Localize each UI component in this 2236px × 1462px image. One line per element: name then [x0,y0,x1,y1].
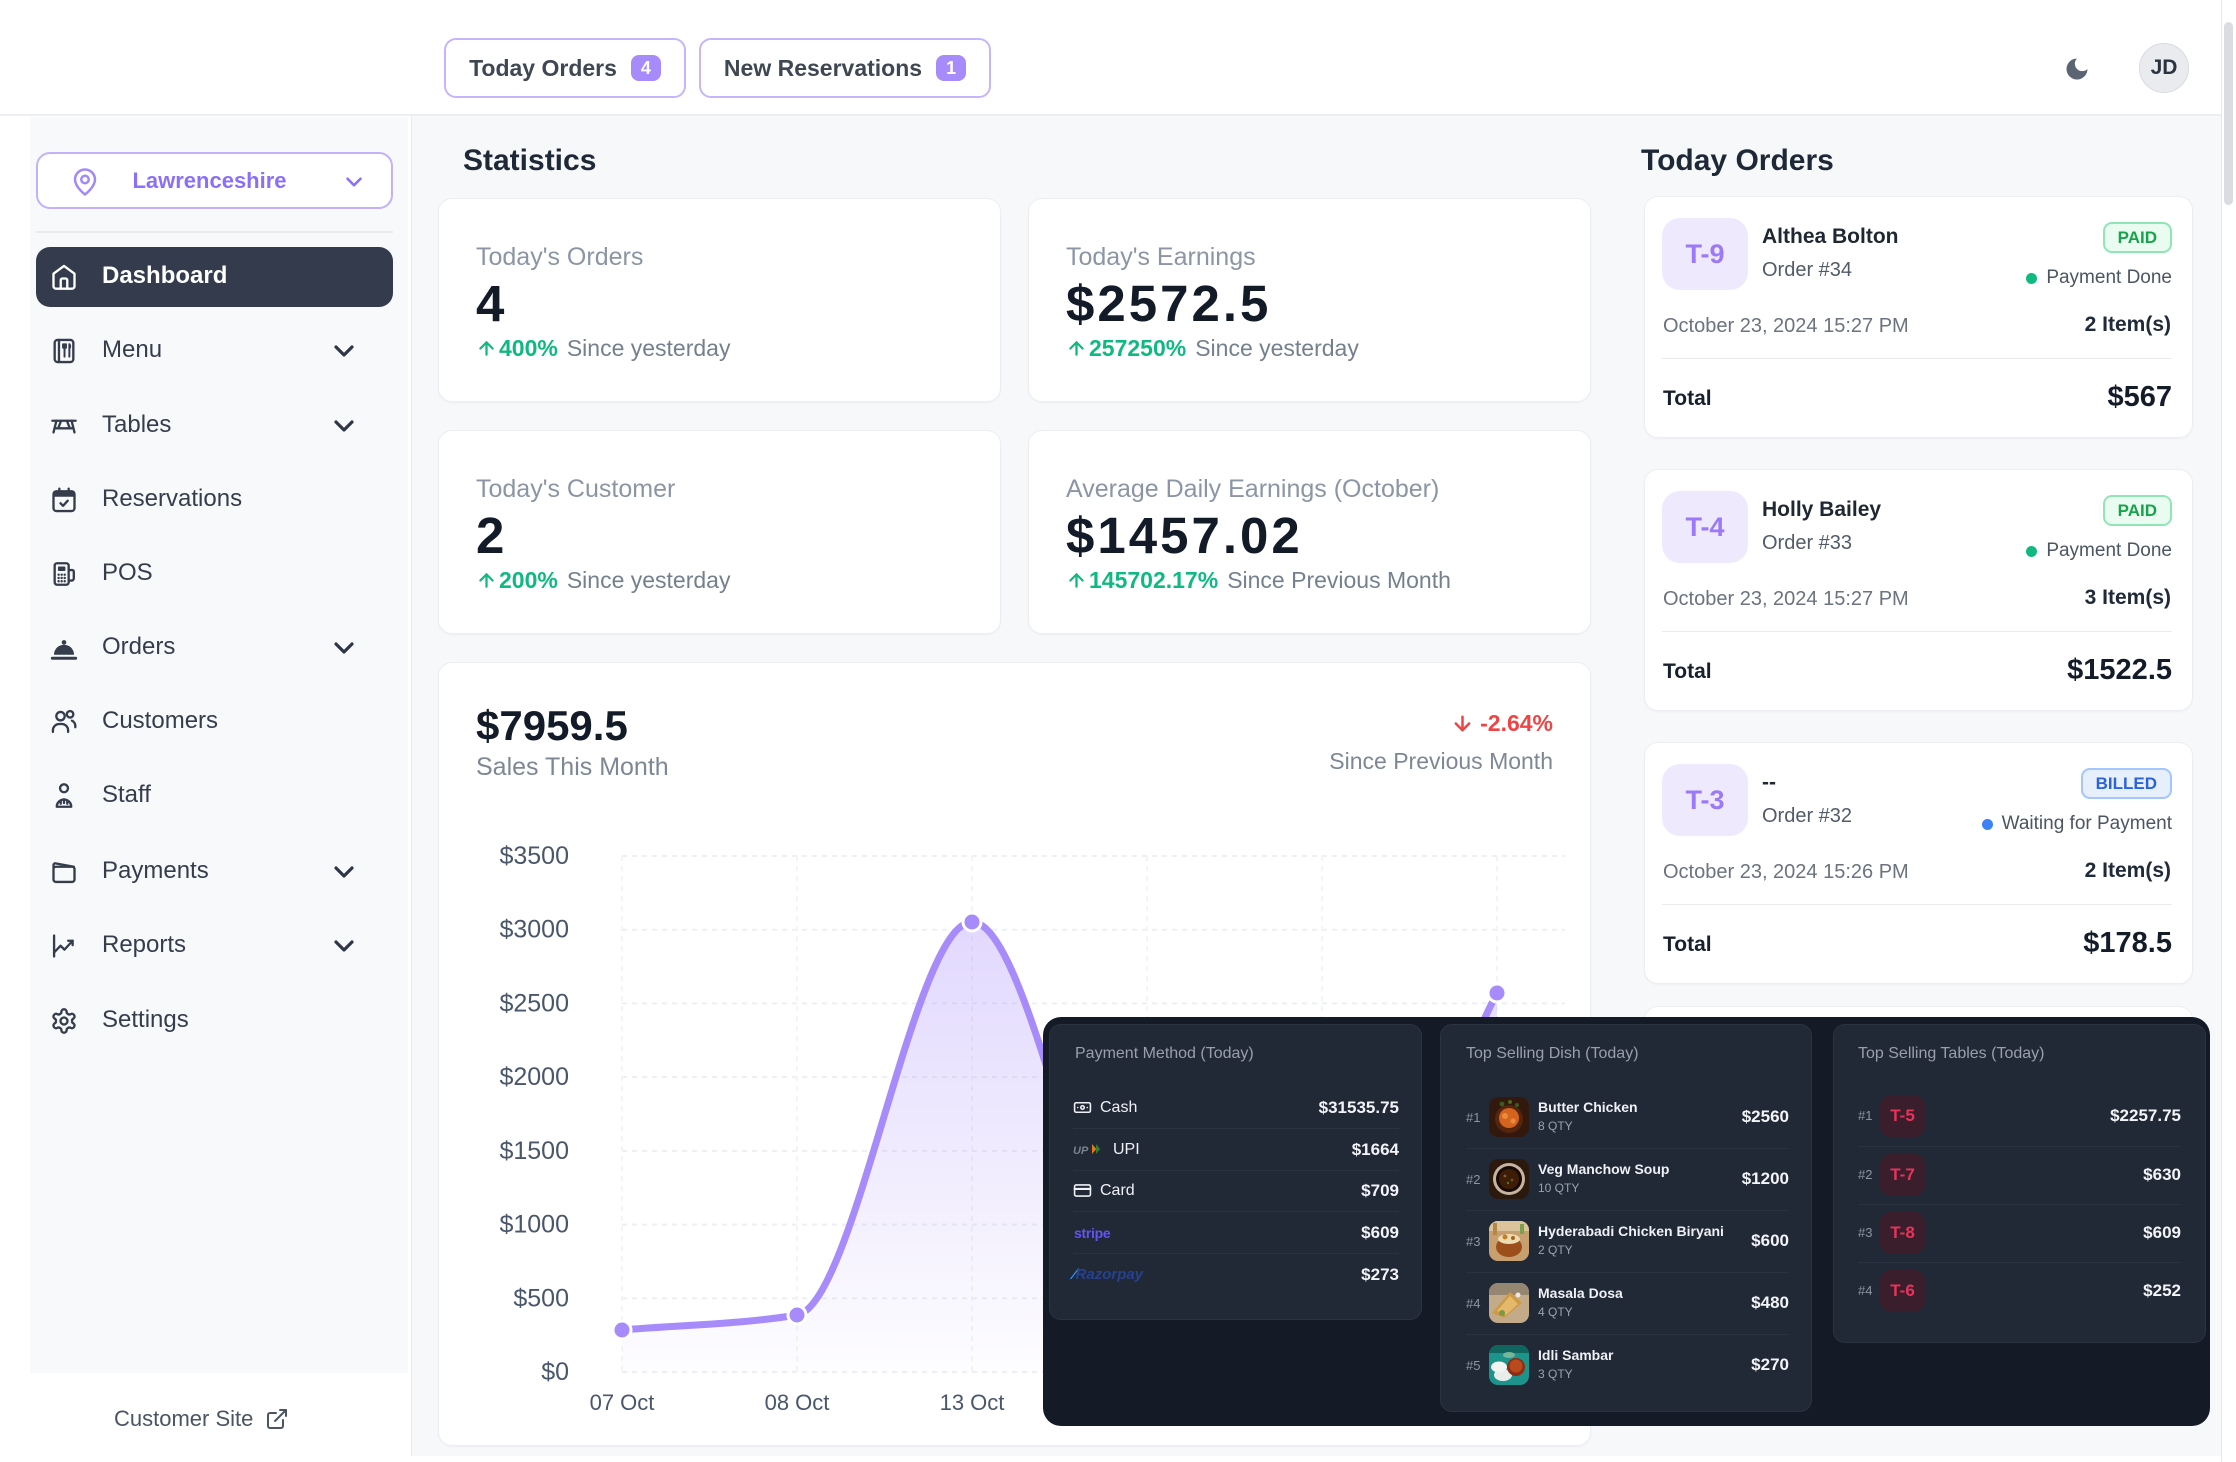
svg-text:13 Oct: 13 Oct [940,1390,1005,1415]
svg-text:$1500: $1500 [499,1137,569,1165]
svg-text:$1000: $1000 [499,1211,569,1239]
svg-text:UP: UP [1073,1145,1089,1156]
svg-text:08 Oct: 08 Oct [765,1390,830,1415]
svg-text:$2000: $2000 [499,1063,569,1091]
svg-text:$2500: $2500 [499,989,569,1017]
svg-text:$3500: $3500 [499,842,569,870]
svg-text:$0: $0 [541,1358,569,1386]
svg-text:$3000: $3000 [499,916,569,944]
svg-text:$500: $500 [513,1284,569,1312]
svg-text:07 Oct: 07 Oct [590,1390,655,1415]
